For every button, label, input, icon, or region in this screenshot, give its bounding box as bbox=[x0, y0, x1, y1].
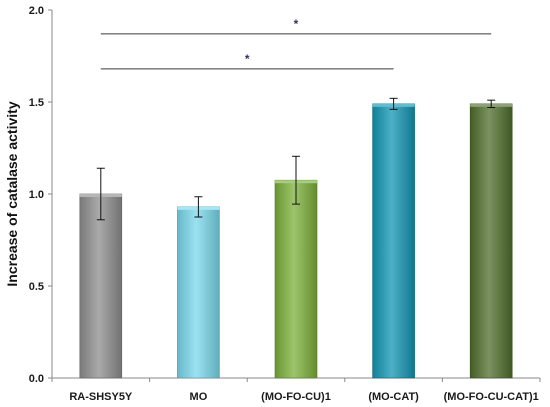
significance-star: * bbox=[294, 17, 299, 31]
x-tick-label: MO bbox=[190, 391, 208, 403]
y-tick-label: 2.0 bbox=[29, 5, 44, 17]
x-tick-label: (MO-FO-CU)1 bbox=[261, 391, 331, 403]
y-tick-label: 0.0 bbox=[29, 373, 44, 385]
y-axis-label: Increase of catalase activity bbox=[4, 101, 20, 286]
y-tick-label: 1.5 bbox=[29, 97, 44, 109]
y-tick-label: 1.0 bbox=[29, 189, 44, 201]
significance-star: * bbox=[245, 52, 250, 66]
bar-ra-shsy5y bbox=[79, 193, 123, 379]
y-tick-label: 0.5 bbox=[29, 281, 44, 293]
x-tick-label: (MO-FO-CU-CAT)1 bbox=[444, 391, 539, 403]
bar-mo-cat bbox=[372, 103, 415, 379]
x-tick-label: RA-SHSY5Y bbox=[69, 391, 133, 403]
bar-mo bbox=[177, 206, 220, 379]
bar-mo-fo-cu-1 bbox=[274, 179, 318, 379]
x-tick-label: (MO-CAT) bbox=[368, 391, 419, 403]
bar-mo-fo-cu-cat-1 bbox=[469, 103, 513, 379]
plot-area: 0.0 0.5 1.0 1.5 2.0 RA-SHSY5Y MO (MO-FO-CU)1 (MO… bbox=[29, 5, 541, 403]
